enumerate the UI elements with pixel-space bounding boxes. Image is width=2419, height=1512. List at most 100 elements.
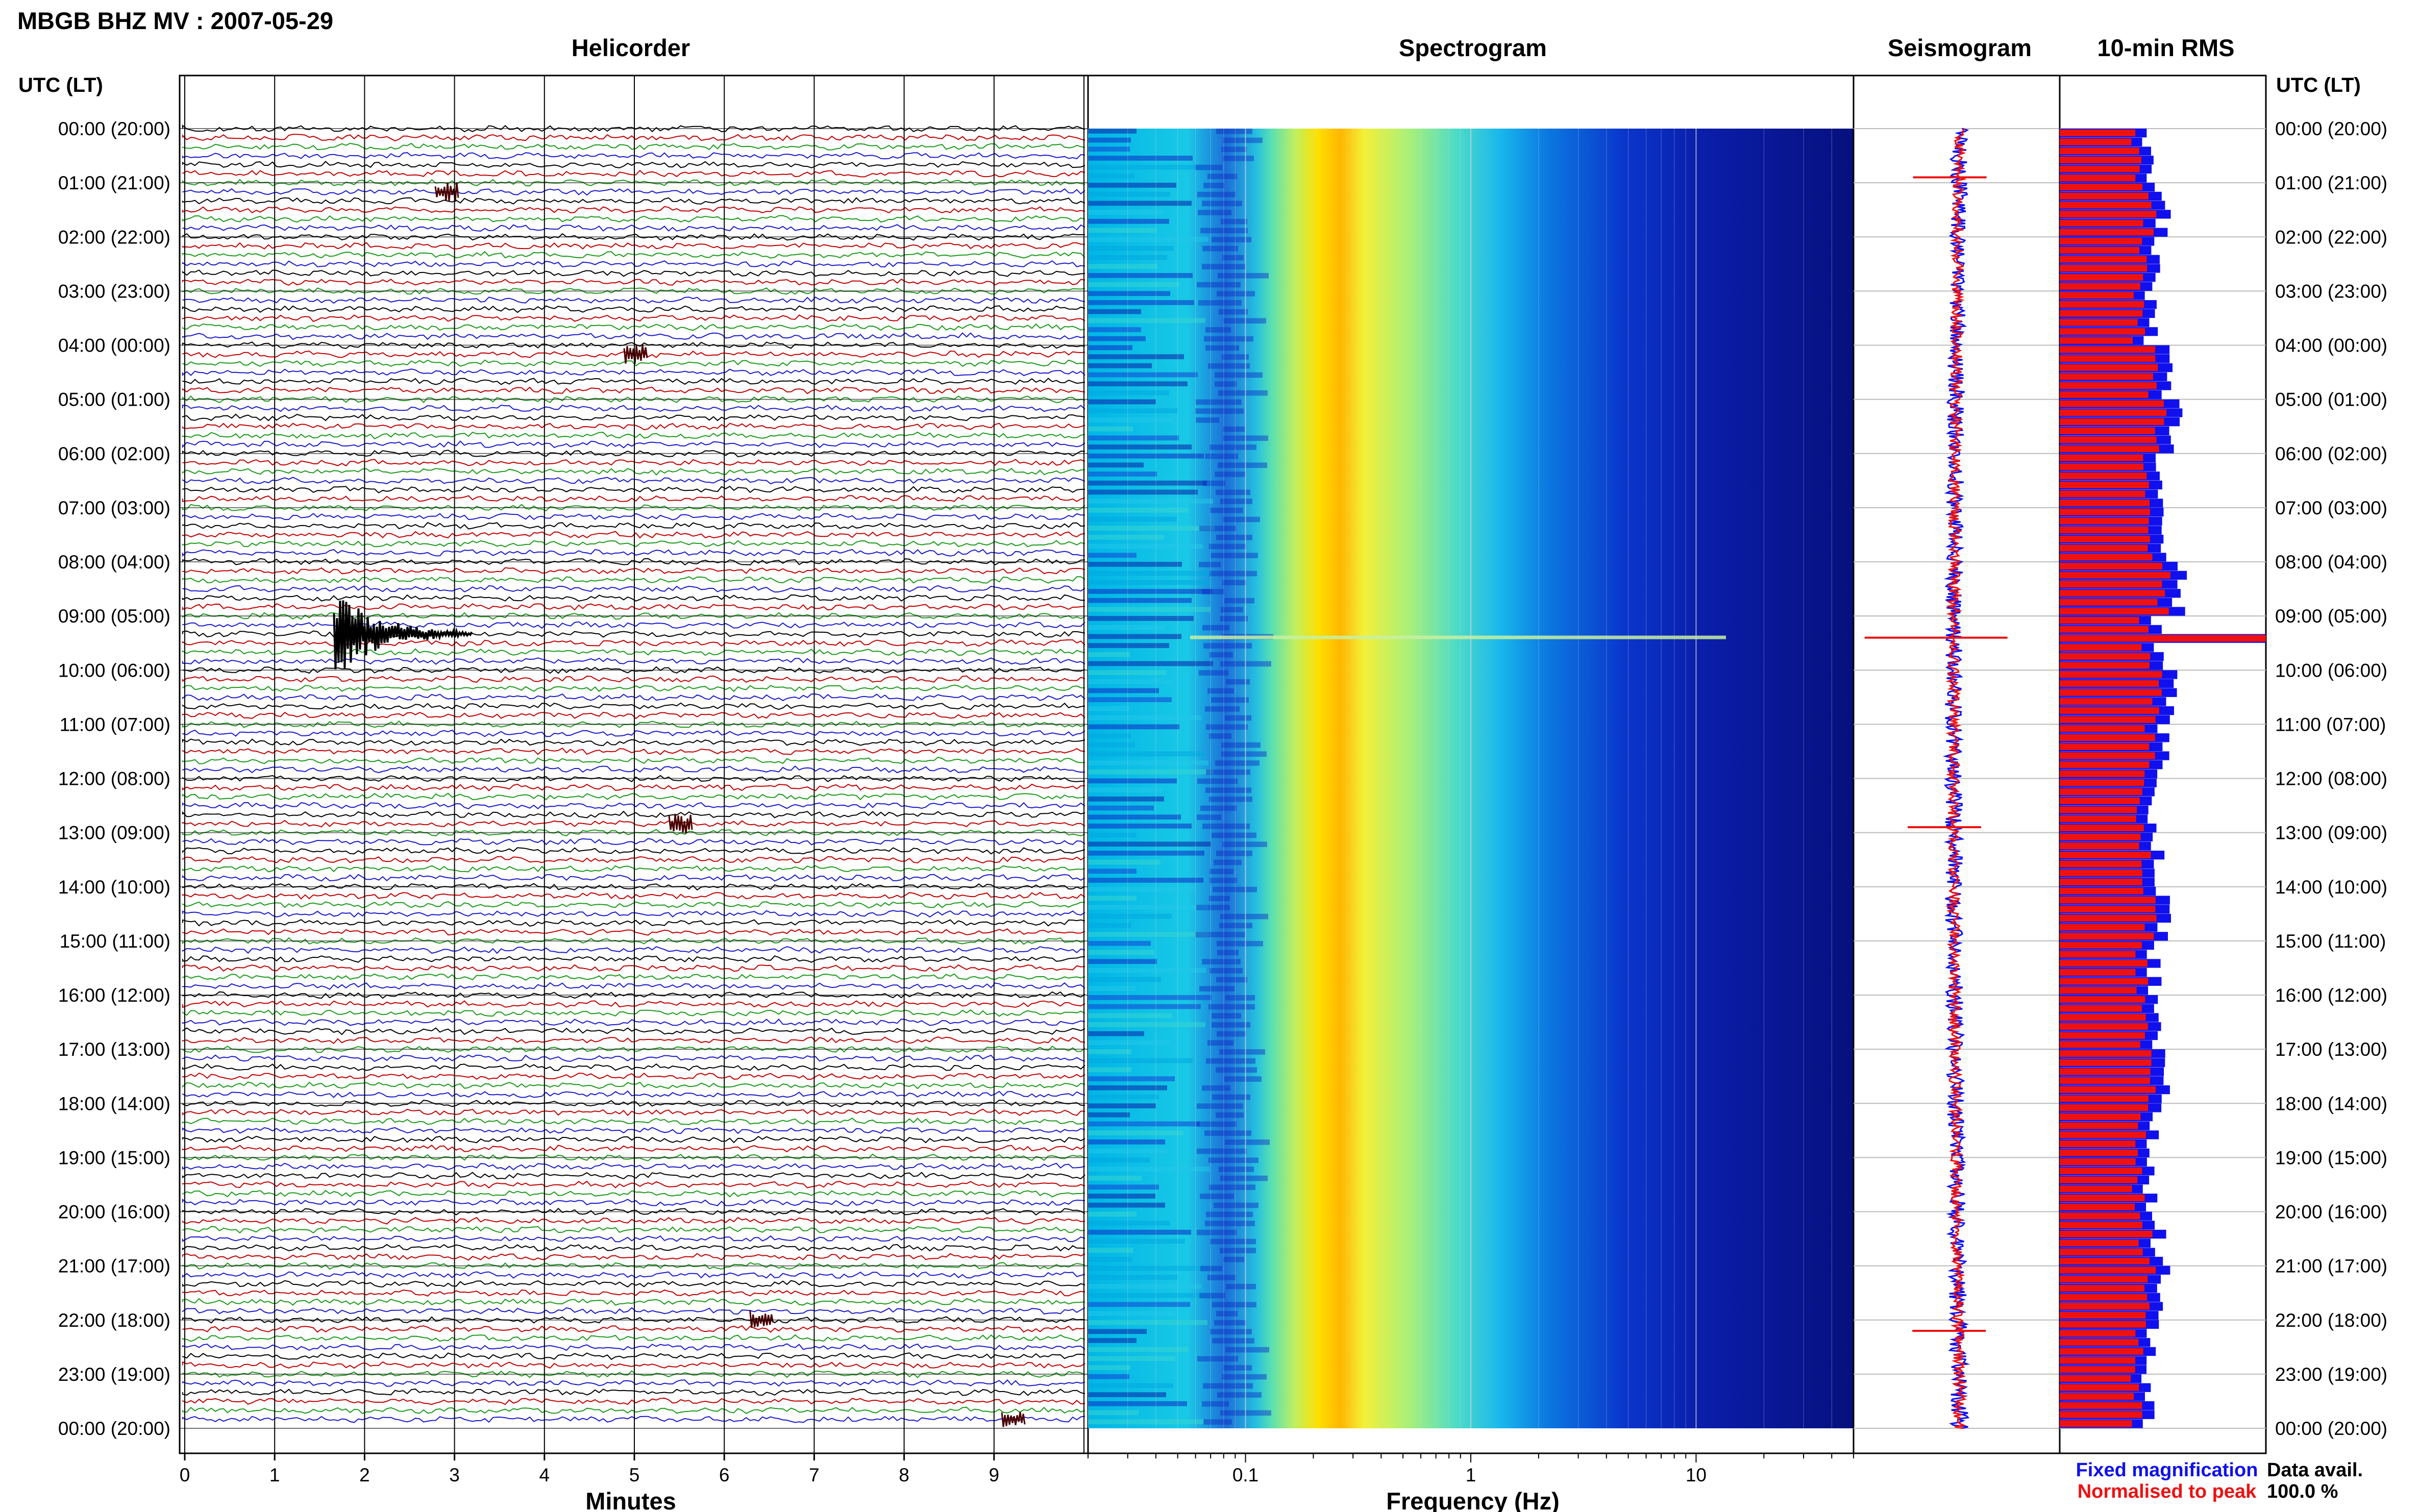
time-label-left: 12:00 (08:00) — [58, 769, 170, 789]
spectrogram-band — [1203, 643, 1252, 649]
time-label-left: 05:00 (01:00) — [58, 389, 170, 410]
rms-bar-normalised — [2060, 797, 2140, 804]
spectrogram-band — [1218, 273, 1269, 279]
rms-bar-normalised — [2060, 246, 2140, 254]
spectrogram-band — [1222, 354, 1249, 360]
helicorder-trace-row — [182, 477, 1085, 485]
helicorder-trace-row — [182, 946, 1085, 954]
spectrogram-lowfreq-band — [1088, 995, 1212, 1000]
rms-bar-normalised — [2060, 969, 2136, 976]
helicorder-trace-row — [182, 1406, 1085, 1415]
frequency-axis: 0.1 1 10 — [1088, 1453, 1854, 1485]
helicorder-trace-row — [182, 161, 1085, 168]
spectrogram-lowfreq-band — [1088, 1013, 1172, 1019]
rms-bar-normalised — [2060, 1122, 2138, 1129]
helicorder-trace-row — [182, 1416, 1085, 1423]
spectrogram-band — [1226, 1284, 1256, 1290]
helicorder-trace-row — [182, 802, 1085, 810]
helicorder-trace-row — [182, 513, 1085, 520]
helicorder-trace-row — [182, 1343, 1085, 1351]
spectrogram-lowfreq-band — [1088, 1076, 1175, 1081]
helicorder-trace-row — [182, 576, 1085, 584]
helicorder-small-event — [1001, 1411, 1026, 1427]
rms-bar-normalised — [2060, 1249, 2143, 1256]
time-label-left: 13:00 (09:00) — [58, 823, 170, 844]
spectrogram-lowfreq-band — [1088, 1094, 1159, 1100]
time-label-left: 00:00 (20:00) — [58, 118, 170, 139]
rms-bar-normalised — [2060, 933, 2154, 940]
spectrogram-band — [1198, 210, 1231, 215]
rms-bar-normalised — [2060, 1366, 2135, 1373]
spectrogram-band — [1203, 183, 1224, 188]
rms-bar-normalised — [2060, 138, 2132, 145]
spectrogram-lowfreq-band — [1088, 688, 1159, 693]
spectrogram-lowfreq-band — [1088, 264, 1157, 269]
spectrogram-lowfreq-band — [1088, 778, 1177, 784]
time-label-left: 11:00 (07:00) — [60, 714, 170, 735]
helicorder-trace-row — [182, 296, 1085, 304]
rms-bar-normalised — [2060, 887, 2143, 895]
helicorder-trace-row — [182, 1271, 1085, 1279]
time-label-right: 08:00 (04:00) — [2275, 552, 2387, 573]
spectrogram-band — [1197, 282, 1241, 288]
time-label-right: 07:00 (03:00) — [2275, 498, 2387, 518]
helicorder-trace-row — [182, 1207, 1085, 1216]
spectrogram-band — [1225, 995, 1255, 1001]
rms-bar-normalised — [2060, 1041, 2140, 1048]
helicorder-trace-row — [182, 215, 1085, 223]
time-label-right: 01:00 (21:00) — [2275, 172, 2387, 193]
rms-bar-normalised — [2060, 147, 2139, 155]
spectrogram-band — [1200, 1194, 1234, 1199]
helicorder-trace-row — [182, 585, 1085, 593]
spectrogram-lowfreq-band — [1088, 453, 1204, 459]
spectrogram-band — [1222, 1374, 1267, 1380]
spectrogram-band — [1206, 1211, 1253, 1218]
minutes-axis: 0 1 2 3 4 5 6 7 8 9 — [180, 1453, 999, 1485]
helicorder-trace-row — [182, 991, 1085, 999]
rms-bar-normalised — [2060, 914, 2157, 922]
rms-bar-normalised — [2060, 1348, 2143, 1355]
utc-label-right: UTC (LT) — [2276, 74, 2361, 96]
spectrogram-lowfreq-band — [1088, 571, 1212, 576]
spectrogram-band — [1217, 1031, 1246, 1037]
spectrogram-lowfreq-band — [1088, 1067, 1131, 1073]
helicorder-trace-row — [182, 729, 1085, 737]
rms-bar-normalised — [2060, 400, 2164, 407]
helicorder-trace-row — [182, 1189, 1085, 1198]
spectrogram-lowfreq-band — [1088, 526, 1215, 531]
rms-bar-normalised — [2060, 1420, 2132, 1427]
helicorder-trace-row — [182, 1054, 1085, 1062]
spectrogram-band — [1204, 1130, 1251, 1136]
spectrogram-lowfreq-band — [1088, 1103, 1156, 1108]
spectrogram-lowfreq-band — [1088, 1194, 1155, 1199]
time-label-right: 00:00 (20:00) — [2275, 1418, 2387, 1439]
spectrogram-lowfreq-band — [1088, 1256, 1132, 1262]
spectrogram-band — [1208, 1157, 1258, 1163]
spectrogram-band — [1207, 688, 1234, 694]
spectrogram-lowfreq-band — [1088, 878, 1203, 883]
spectrogram-lowfreq-band — [1088, 201, 1192, 206]
spectrogram-band — [1196, 905, 1230, 910]
spectrogram-lowfreq-band — [1088, 670, 1166, 675]
spectrogram-lowfreq-band — [1088, 1356, 1175, 1361]
spectrogram-band — [1203, 1383, 1253, 1389]
helicorder-trace-row — [182, 639, 1085, 647]
spectrogram-lowfreq-band — [1088, 300, 1194, 305]
spectrogram-lowfreq-band — [1088, 354, 1184, 359]
helicorder-trace-row — [182, 134, 1085, 142]
spectrogram-band — [1212, 1338, 1254, 1344]
spectrogram-band — [1200, 805, 1237, 811]
rms-bar-normalised — [2060, 1257, 2150, 1265]
time-label-right: 00:00 (20:00) — [2275, 118, 2387, 139]
spectrogram-lowfreq-band — [1088, 1383, 1173, 1389]
rms-bar-normalised — [2060, 500, 2150, 507]
spectrogram-lowfreq-band — [1088, 1184, 1159, 1190]
spectrogram-lowfreq-band — [1088, 697, 1172, 702]
spectrogram-band — [1218, 462, 1267, 468]
minute-tick-label: 4 — [539, 1465, 550, 1485]
rms-bar-normalised — [2060, 535, 2150, 542]
helicorder-trace-row — [182, 549, 1085, 557]
minute-tick-label: 6 — [719, 1465, 730, 1485]
helicorder-trace-row — [182, 169, 1085, 178]
spectrogram-band — [1209, 1184, 1255, 1190]
